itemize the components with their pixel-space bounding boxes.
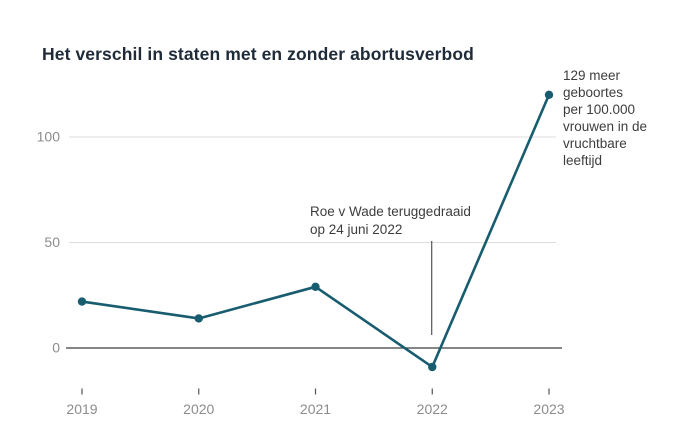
data-point-2020 <box>194 314 203 323</box>
data-point-2021 <box>311 282 320 292</box>
y-axis-label-50: 50 <box>44 234 60 250</box>
x-axis-label-2020: 2020 <box>183 401 214 417</box>
page-title: Het verschil in staten met en zonder abo… <box>42 44 474 64</box>
x-axis-label-2021: 2021 <box>300 401 331 417</box>
x-axis-label-2023: 2023 <box>533 401 564 417</box>
y-axis-label-100: 100 <box>37 129 61 145</box>
annotation-roe-v-wade: Roe v Wade teruggedraaid op 24 juni 2022 <box>310 204 471 237</box>
x-axis-label-2022: 2022 <box>417 401 448 417</box>
data-point-2019 <box>77 297 87 306</box>
data-point-2022 <box>428 362 437 372</box>
annotation-2023-value-label: 129 meer geboortes per 100.000 vrouwen i… <box>563 68 648 168</box>
data-point-2023 <box>544 90 554 100</box>
x-axis-label-2019: 2019 <box>66 401 97 417</box>
y-axis-label-0: 0 <box>52 340 60 356</box>
